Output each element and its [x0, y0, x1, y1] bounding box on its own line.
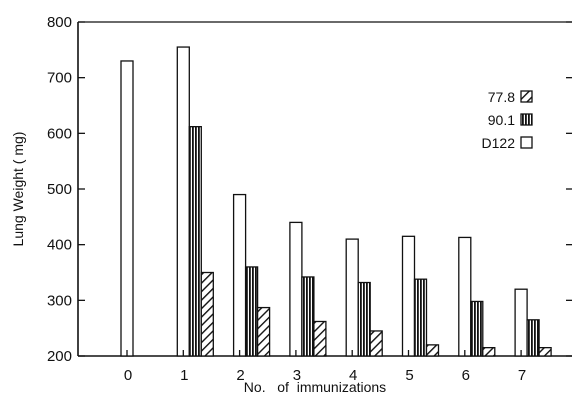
y-tick-label: 400: [47, 237, 72, 254]
x-tick-label: 7: [518, 367, 526, 384]
legend-swatch: [520, 136, 533, 149]
x-tick-label: 5: [405, 367, 413, 384]
bar-778-1: [200, 271, 214, 357]
x-tick-label: 2: [236, 367, 244, 384]
legend-swatch: [520, 90, 533, 103]
legend: 77.8 90.1 D122: [482, 89, 533, 151]
x-tick-label: 0: [124, 367, 132, 384]
bar-D122-1: [176, 46, 190, 357]
y-tick-label: 300: [47, 292, 72, 309]
legend-label: 77.8: [488, 89, 515, 105]
x-tick-label: 4: [349, 367, 357, 384]
bar-901-7: [526, 319, 540, 357]
bar-D122-5: [401, 235, 416, 357]
bar-778-7: [538, 346, 552, 357]
bar-901-3: [301, 276, 315, 357]
bar-D122-6: [458, 236, 472, 357]
bar-D122-4: [345, 238, 359, 357]
y-tick-label: 600: [47, 125, 72, 142]
y-axis-label: Lung Weight ( mg): [10, 132, 26, 247]
y-tick-label: 500: [47, 181, 72, 198]
bar-901-5: [413, 278, 428, 357]
legend-swatch: [520, 113, 533, 126]
legend-label: D122: [482, 135, 516, 151]
bar-778-5: [425, 344, 440, 357]
bar-778-6: [482, 346, 496, 357]
x-axis-label: No. of immunizations: [244, 379, 386, 395]
bar-901-6: [470, 300, 484, 357]
bar-778-2: [256, 306, 271, 357]
bar-D122-7: [514, 288, 528, 357]
bar-778-3: [313, 320, 327, 357]
bar-901-4: [357, 281, 371, 357]
bar-D122-0: [120, 60, 134, 357]
y-tick-label: 700: [47, 70, 72, 87]
legend-label: 90.1: [488, 112, 515, 128]
y-tick-label: 800: [47, 14, 72, 31]
y-tick-label: 200: [47, 348, 72, 365]
bar-901-2: [244, 266, 259, 357]
bar-D122-2: [232, 193, 247, 357]
axes-frame: [77, 21, 572, 357]
bars-group: [120, 46, 552, 357]
bar-D122-3: [289, 221, 303, 357]
bar-778-4: [369, 330, 383, 357]
bar-901-1: [188, 126, 202, 357]
x-tick-label: 6: [462, 367, 470, 384]
x-tick-label: 1: [180, 367, 188, 384]
x-tick-label: 3: [293, 367, 301, 384]
ticks-group: 200 300 400 500 600 700 800 0 1 2 3 4 5 6 7: [47, 14, 572, 384]
